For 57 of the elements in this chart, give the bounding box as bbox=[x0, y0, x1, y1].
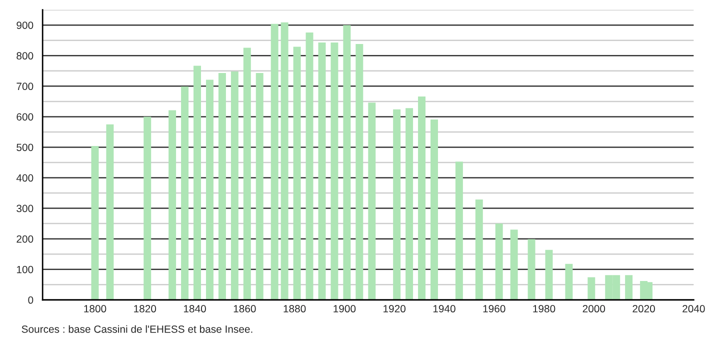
x-tick-label: 1920 bbox=[384, 305, 406, 312]
x-tick-label: 2020 bbox=[632, 305, 655, 312]
bar bbox=[293, 46, 301, 300]
x-tick-label: 2000 bbox=[582, 305, 606, 312]
bar bbox=[168, 110, 176, 300]
x-tick-label: 1800 bbox=[84, 305, 106, 312]
bar bbox=[393, 109, 401, 300]
bar bbox=[181, 86, 189, 300]
bar bbox=[144, 116, 152, 300]
bar bbox=[406, 108, 414, 300]
bar bbox=[91, 146, 99, 300]
y-tick-label: 700 bbox=[16, 82, 34, 90]
bar bbox=[106, 124, 114, 300]
x-tick-label: 1940 bbox=[433, 305, 456, 312]
bar bbox=[256, 73, 264, 300]
bar bbox=[280, 22, 288, 300]
bar bbox=[318, 42, 326, 300]
bar bbox=[194, 66, 201, 300]
bar bbox=[330, 42, 338, 300]
x-tick-label: 1860 bbox=[234, 305, 256, 312]
x-tick-label: 1980 bbox=[533, 305, 556, 312]
x-tick-label: 2040 bbox=[682, 305, 705, 312]
bar bbox=[545, 250, 553, 300]
bar bbox=[343, 25, 351, 300]
bar bbox=[418, 96, 426, 300]
bar bbox=[430, 119, 438, 300]
bar bbox=[475, 199, 483, 300]
bar bbox=[625, 275, 633, 300]
x-tick-label: 1900 bbox=[334, 305, 356, 312]
x-tick-label: 1840 bbox=[184, 305, 206, 312]
bar bbox=[528, 239, 536, 300]
y-tick-label: 600 bbox=[16, 113, 34, 121]
y-tick-label: 900 bbox=[16, 22, 34, 29]
bar bbox=[495, 224, 503, 300]
bar bbox=[356, 44, 364, 300]
x-tick-label: 1880 bbox=[284, 305, 306, 312]
y-tick-label: 800 bbox=[16, 52, 34, 60]
y-tick-label: 0 bbox=[28, 296, 34, 304]
bar bbox=[588, 277, 596, 300]
y-tick-label: 500 bbox=[16, 144, 34, 152]
y-tick-label: 400 bbox=[16, 174, 34, 182]
source-note: Sources : base Cassini de l'EHESS et base Insee. bbox=[22, 325, 252, 333]
bar bbox=[565, 264, 573, 300]
bar bbox=[270, 24, 278, 300]
bar bbox=[206, 80, 214, 300]
bar bbox=[510, 230, 518, 300]
bar bbox=[368, 102, 376, 300]
y-tick-label: 100 bbox=[16, 266, 34, 274]
x-tick-label: 1960 bbox=[483, 305, 506, 312]
x-tick-label: 1820 bbox=[134, 305, 156, 312]
bar bbox=[306, 32, 314, 300]
bar bbox=[455, 162, 463, 300]
bar bbox=[243, 48, 251, 300]
bar bbox=[218, 73, 226, 300]
y-tick-label: 300 bbox=[16, 204, 34, 212]
bar bbox=[230, 72, 238, 300]
y-tick-label: 200 bbox=[16, 235, 34, 243]
